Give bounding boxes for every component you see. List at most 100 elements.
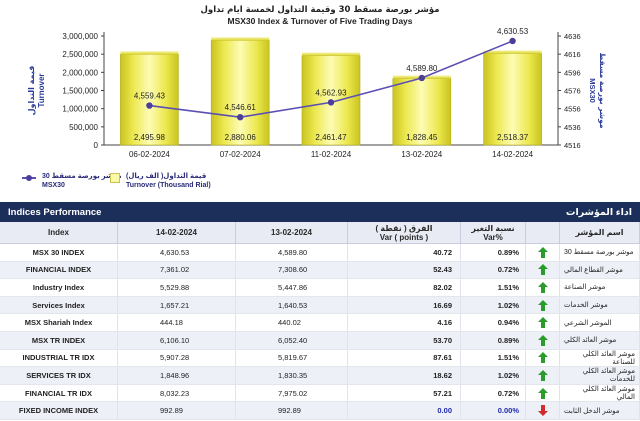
header-pct: نسبة التغير Var% — [461, 222, 526, 243]
cell-name-ar: موشر العائد الكلي للصناعة — [560, 349, 640, 367]
cell-current: 5,529.88 — [118, 279, 236, 296]
x-tick-label: 13-02-2024 — [401, 150, 442, 159]
table-row: MSX 30 INDEX 4,630.53 4,589.80 40.72 0.89% مو… — [0, 244, 640, 262]
table-title-bar: Indices Performance اداء المؤشرات — [0, 202, 640, 222]
cell-index-name: FINANCIAL TR IDX — [0, 384, 118, 402]
cell-name-ar: موشر الخدمات — [560, 296, 640, 314]
right-axis-title: MSX30 — [588, 78, 597, 103]
right-axis-title-ar: موشر بورصة مسقط — [598, 53, 607, 129]
right-tick-label: 4556 — [564, 105, 581, 114]
cell-name-ar: موشر الصناعة — [560, 279, 640, 296]
table-row: MSX Shariah Index 444.18 440.02 4.16 0.94% ال… — [0, 314, 640, 332]
left-tick-label: 2,000,000 — [62, 68, 98, 77]
msx30-point — [509, 37, 516, 45]
turnover-index-chart: مؤشر بورصة مسقط 30 وقيمة التداول لخمسة ا… — [0, 0, 640, 200]
chart-title: MSX30 Index & Turnover of Five Trading D… — [228, 16, 413, 26]
header-current-date: 14-02-2024 — [118, 222, 236, 243]
cell-current: 7,361.02 — [118, 261, 236, 279]
msx30-point — [327, 99, 335, 106]
cell-var: 82.02 — [348, 279, 461, 296]
turnover-bar-top — [302, 52, 360, 56]
turnover-bar — [120, 54, 179, 146]
table-title-ar: اداء المؤشرات — [565, 206, 632, 218]
legend-text-turnover: قيمة التداول( الف ريال) Turnover (Thousa… — [126, 172, 211, 190]
right-tick-label: 4576 — [564, 87, 581, 96]
msx30-point-label: 4,562.93 — [315, 88, 347, 97]
line-marker-icon — [22, 174, 36, 182]
left-tick-label: 3,000,000 — [62, 32, 98, 41]
cell-current: 1,848.96 — [118, 367, 236, 384]
turnover-bar — [483, 53, 542, 146]
cell-var: 52.43 — [348, 261, 461, 279]
cell-pct: 1.51% — [461, 279, 526, 296]
table-row: SERVICES TR IDX 1,848.96 1,830.35 18.62 1.02… — [0, 367, 640, 385]
legend-msx30-ar: موشر بورصة مسقط 30 — [42, 173, 122, 180]
arrow-up-icon — [526, 367, 560, 384]
cell-current: 8,032.23 — [118, 384, 236, 402]
cell-var: 16.69 — [348, 296, 461, 314]
left-axis-title: Turnover — [37, 73, 46, 107]
table-row: FIXED INCOME INDEX 992.89 992.89 0.00 0.00% م… — [0, 402, 640, 420]
left-tick-label: 1,000,000 — [62, 105, 98, 114]
cell-var: 87.61 — [348, 349, 461, 367]
cell-pct: 0.00% — [461, 402, 526, 419]
cell-pct: 1.51% — [461, 349, 526, 367]
msx30-point-label: 4,630.53 — [497, 27, 529, 36]
right-tick-label: 4596 — [564, 68, 581, 77]
cell-index-name: Services Index — [0, 296, 118, 314]
header-previous-date: 13-02-2024 — [236, 222, 348, 243]
cell-pct: 0.72% — [461, 384, 526, 402]
cell-previous: 7,975.02 — [236, 384, 348, 402]
cell-index-name: INDUSTRIAL TR IDX — [0, 349, 118, 367]
table-title: Indices Performance — [8, 206, 102, 218]
header-pct-en: Var% — [483, 232, 503, 242]
x-tick-label: 11-02-2024 — [311, 150, 352, 159]
header-index: Index — [0, 222, 118, 243]
cell-pct: 0.94% — [461, 314, 526, 331]
cell-previous: 7,308.60 — [236, 261, 348, 279]
cell-name-ar: الموشر الشرعي — [560, 314, 640, 331]
arrow-up-icon — [526, 279, 560, 296]
cell-previous: 5,447.86 — [236, 279, 348, 296]
cell-name-ar: موشر العائد الكلي للخدمات — [560, 367, 640, 384]
right-tick-label: 4616 — [564, 50, 581, 59]
legend-turnover-en: Turnover (Thousand Rial) — [126, 182, 211, 189]
cell-var: 18.62 — [348, 367, 461, 384]
turnover-bar-label: 2,518.37 — [497, 133, 529, 142]
turnover-bar-top — [483, 50, 542, 54]
arrow-up-icon — [526, 244, 560, 261]
legend-text-msx30: موشر بورصة مسقط 30 MSX30 — [42, 172, 122, 190]
arrow-up-icon — [526, 296, 560, 314]
header-var: الفرق ( نقطة ) Var ( points ) — [348, 222, 461, 243]
indices-performance-table: Indices Performance اداء المؤشرات Index … — [0, 202, 640, 421]
msx30-point-label: 4,546.61 — [225, 103, 257, 112]
table-row: Services Index 1,657.21 1,640.53 16.69 1.02%… — [0, 296, 640, 315]
header-name-ar: اسم المؤشر — [560, 222, 640, 243]
x-tick-label: 06-02-2024 — [129, 150, 170, 159]
cell-previous: 6,052.40 — [236, 331, 348, 349]
arrow-down-icon — [526, 402, 560, 419]
cell-previous: 1,640.53 — [236, 296, 348, 314]
turnover-bar-label: 2,880.06 — [225, 133, 257, 142]
header-arrow — [526, 222, 560, 243]
cell-index-name: MSX Shariah Index — [0, 314, 118, 331]
cell-current: 4,630.53 — [118, 244, 236, 261]
cell-current: 444.18 — [118, 314, 236, 331]
cell-name-ar: موشر العائد الكلي — [560, 331, 640, 349]
legend-item-turnover: قيمة التداول( الف ريال) Turnover (Thousa… — [110, 172, 211, 190]
cell-previous: 992.89 — [236, 402, 348, 419]
chart-legend: موشر بورصة مسقط 30 MSX30 قيمة التداول( ا… — [0, 166, 640, 200]
cell-pct: 0.89% — [461, 331, 526, 349]
left-axis-title-ar: قيمة التداول — [27, 66, 36, 116]
cell-current: 1,657.21 — [118, 296, 236, 314]
right-tick-label: 4516 — [564, 141, 581, 150]
chart-canvas: مؤشر بورصة مسقط 30 وقيمة التداول لخمسة ا… — [27, 5, 607, 159]
cell-var: 4.16 — [348, 314, 461, 331]
table-row: FINANCIAL TR IDX 8,032.23 7,975.02 57.21 0.7… — [0, 384, 640, 403]
legend-item-msx30: موشر بورصة مسقط 30 MSX30 — [22, 172, 122, 190]
arrow-up-icon — [526, 384, 560, 402]
cell-pct: 0.72% — [461, 261, 526, 279]
cell-var: 0.00 — [348, 402, 461, 419]
left-tick-label: 0 — [94, 141, 99, 150]
legend-msx30-en: MSX30 — [42, 182, 65, 189]
